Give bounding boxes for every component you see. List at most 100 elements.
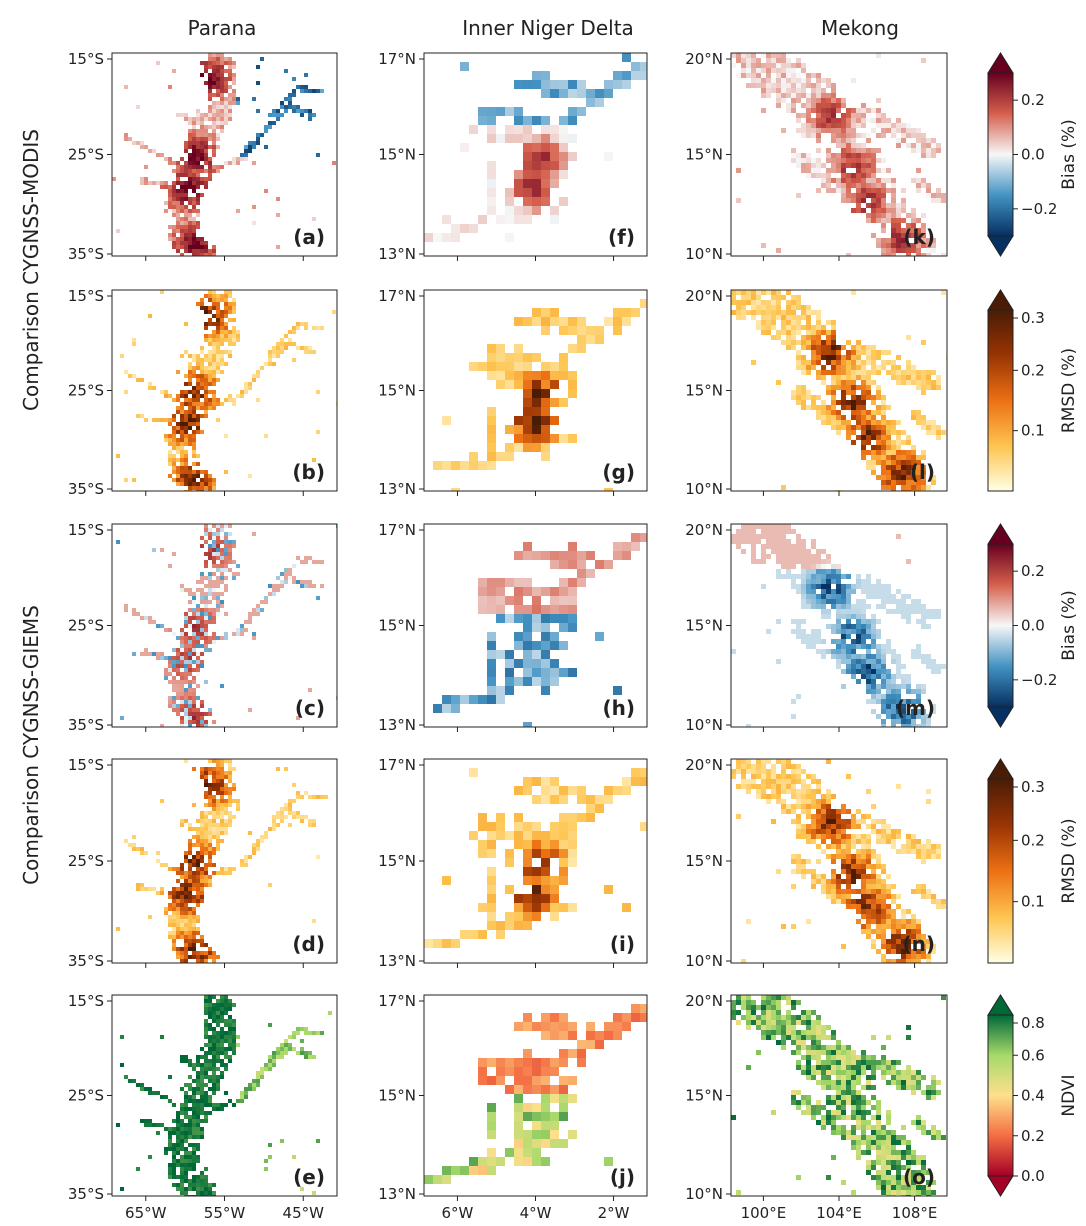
y-tick-label: 17°N (378, 992, 416, 1010)
y-tick-label: 25°S (68, 1087, 104, 1105)
y-tick-label: 17°N (378, 50, 416, 68)
panel-label: (a) (293, 225, 325, 249)
colorbar-label: RMSD (%) (1059, 818, 1079, 903)
colorbar-tick-label: 0.2 (1021, 1127, 1045, 1145)
map-cells (433, 299, 647, 491)
y-tick-label: 10°N (685, 245, 723, 263)
y-tick-label: 15°N (685, 1087, 723, 1105)
y-tick-label: 15°N (378, 382, 416, 400)
y-tick-label: 15°N (378, 617, 416, 635)
map-panel-i: 17°N 15°N 13°N (i) (378, 756, 648, 970)
map-panel-h: 17°N 15°N 13°N (h) (378, 521, 648, 734)
colorbar-gradient (987, 1014, 1014, 1177)
colorbar-tick-label: 0.4 (1021, 1087, 1045, 1105)
colorbar-tick-label: 0.0 (1021, 146, 1045, 164)
column-title-inner-niger-delta: Inner Niger Delta (462, 16, 634, 40)
map-panel-o: 20°N 15°N 10°N 100°E 104°E 108°E (o) (685, 992, 948, 1222)
y-tick-label: 15°N (685, 617, 723, 635)
y-tick-label: 10°N (685, 480, 723, 498)
map-cells (116, 995, 332, 1196)
colorbar-tick-label: 0.2 (1021, 562, 1045, 580)
x-tick-label: 104°E (816, 1204, 862, 1222)
y-tick-label: 10°N (685, 716, 723, 734)
panel-label: (o) (903, 1165, 935, 1189)
colorbar-extend-top (987, 523, 1014, 545)
panel-label: (k) (903, 225, 935, 249)
row-group-title-modis: Comparison CYGNSS-MODIS (19, 129, 43, 411)
panel-label: (i) (610, 932, 635, 956)
map-cells (116, 290, 337, 491)
colorbar-tick-label: 0.2 (1021, 831, 1045, 849)
colorbar-tick-label: 0.8 (1021, 1014, 1045, 1032)
y-tick-label: 13°N (378, 245, 416, 263)
colorbar-gradient (987, 778, 1014, 964)
column-title-parana: Parana (188, 16, 257, 40)
colorbar-extend-bottom (987, 1175, 1014, 1197)
x-tick-label: 65°W (125, 1204, 167, 1222)
colorbar-tick-label: 0.0 (1021, 1167, 1045, 1185)
colorbar-tick-label: 0.2 (1021, 361, 1045, 379)
x-tick-label: 55°W (204, 1204, 246, 1222)
colorbar-gradient (987, 72, 1014, 237)
y-tick-label: 25°S (68, 146, 104, 164)
y-tick-label: 15°N (378, 852, 416, 870)
panel-label: (f) (608, 225, 635, 249)
colorbar-extend-bottom (987, 706, 1014, 728)
colorbar-extend-top (987, 289, 1014, 311)
map-panel-m: 20°N 15°N 10°N (m) (685, 521, 948, 734)
y-tick-label: 17°N (378, 756, 416, 774)
panel-label: (h) (602, 696, 635, 720)
y-tick-label: 15°N (378, 146, 416, 164)
map-panel-d: 15°S 25°S 35°S (d) (68, 756, 338, 970)
map-cells (116, 524, 337, 727)
y-tick-label: 15°S (68, 521, 104, 539)
y-tick-label: 13°N (378, 952, 416, 970)
x-tick-label: 108°E (892, 1204, 938, 1222)
map-cells (116, 759, 328, 963)
map-cells (424, 1004, 647, 1184)
panel-label: (n) (902, 932, 935, 956)
x-tick-label: 4°W (520, 1204, 552, 1222)
x-tick-label: 6°W (442, 1204, 474, 1222)
panel-label: (j) (610, 1165, 635, 1189)
y-tick-label: 17°N (378, 287, 416, 305)
map-panel-a: 15°S 25°S 35°S (a) (68, 50, 338, 263)
y-tick-label: 35°S (68, 480, 104, 498)
map-panel-n: 20°N 15°N 10°N (n) (685, 756, 948, 970)
y-tick-label: 35°S (68, 952, 104, 970)
y-tick-label: 20°N (685, 992, 723, 1010)
map-cells (731, 995, 946, 1196)
x-tick-label: 100°E (741, 1204, 787, 1222)
colorbar-extend-bottom (987, 235, 1014, 257)
y-tick-label: 15°S (68, 287, 104, 305)
map-panel-j: 17°N 15°N 13°N 6°W 4°W 2°W (j) (378, 992, 648, 1222)
panel-label: (l) (910, 460, 935, 484)
map-panel-k: 20°N 15°N 10°N (k) (685, 50, 948, 263)
map-cells (731, 290, 947, 491)
y-tick-label: 35°S (68, 1185, 104, 1203)
y-tick-label: 15°N (685, 852, 723, 870)
y-tick-label: 20°N (685, 50, 723, 68)
y-tick-label: 20°N (685, 287, 723, 305)
colorbar-label: Bias (%) (1059, 590, 1079, 660)
y-tick-label: 35°S (68, 245, 104, 263)
colorbar-3: 0.3 0.2 0.1 RMSD (%) (987, 758, 1079, 964)
panel-label: (b) (292, 460, 325, 484)
colorbar-tick-label: −0.2 (1021, 200, 1057, 218)
colorbar-label: Bias (%) (1059, 119, 1079, 189)
colorbar-tick-label: 0.6 (1021, 1046, 1045, 1064)
y-tick-label: 15°S (68, 992, 104, 1010)
panel-label: (g) (602, 460, 635, 484)
map-cells (424, 53, 647, 242)
colorbar-1: 0.3 0.2 0.1 RMSD (%) (987, 289, 1079, 492)
y-tick-label: 15°N (685, 146, 723, 164)
column-title-mekong: Mekong (821, 16, 899, 40)
map-panel-e: 15°S 25°S 35°S 65°W 55°W 45°W (e) (68, 992, 338, 1222)
y-tick-label: 25°S (68, 852, 104, 870)
x-tick-label: 45°W (283, 1204, 325, 1222)
panel-label: (c) (295, 696, 325, 720)
